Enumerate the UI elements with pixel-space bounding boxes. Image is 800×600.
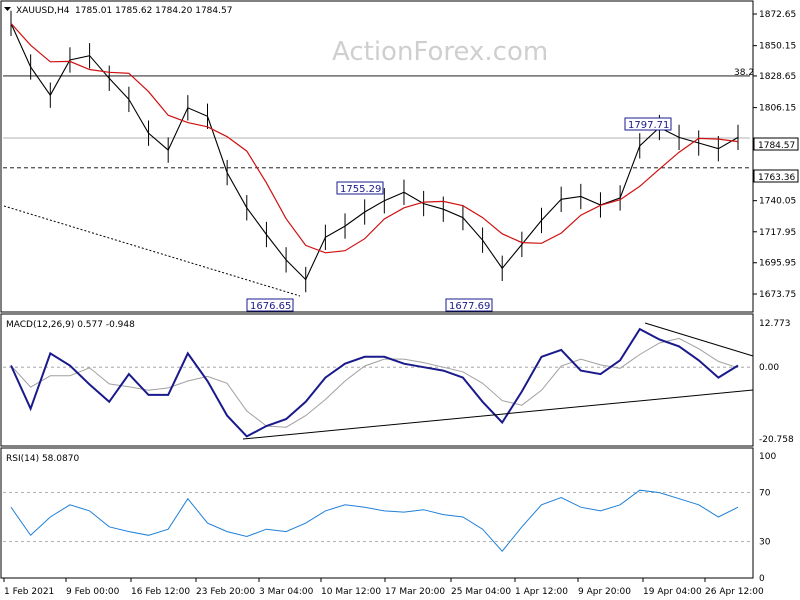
moving-average-line	[10, 22, 739, 254]
time-tick-label: 17 Mar 20:00	[385, 587, 445, 597]
rsi-tick-label: 0	[759, 574, 765, 584]
price-tick-label: 1828.65	[759, 72, 796, 82]
fib-38-2-label: 38.2	[734, 68, 754, 78]
macd-panel	[0, 313, 754, 447]
price-tick-label: 1695.95	[759, 259, 796, 269]
macd-falling-trendline	[644, 322, 754, 357]
rsi-panel-header: RSI(14) 58.0870	[6, 454, 79, 464]
callout-1797-71: 1797.71	[624, 117, 672, 131]
time-tick-label: 1 Feb 2021	[4, 587, 54, 597]
main-panel-header-ohlc: 1785.01 1785.62 1784.20 1784.57	[75, 6, 232, 16]
macd-rising-trendline	[242, 389, 754, 440]
time-tick-label: 3 Mar 04:00	[259, 587, 314, 597]
descending-trendline	[3, 205, 301, 297]
time-tick-label: 10 Mar 12:00	[321, 587, 381, 597]
price-tick-label: 1740.05	[759, 197, 796, 207]
price-tick-label: 1850.15	[759, 42, 796, 52]
svg-text:1755.29: 1755.29	[340, 184, 381, 195]
price-tick-label: 1872.65	[759, 10, 796, 20]
time-tick-label: 9 Feb 00:00	[66, 587, 120, 597]
time-tick-label: 16 Feb 12:00	[131, 587, 190, 597]
callout-1755-29: 1755.29	[336, 181, 384, 195]
svg-text:1676.65: 1676.65	[250, 301, 291, 312]
rsi-tick-label: 70	[759, 489, 771, 499]
rsi-tick-label: 30	[759, 537, 771, 547]
time-tick-label: 1 Apr 12:00	[515, 587, 568, 597]
svg-text:1763.36: 1763.36	[758, 173, 795, 183]
time-tick-label: 23 Feb 20:00	[196, 587, 255, 597]
rsi-line	[10, 489, 739, 552]
rsi-tick-label: 100	[759, 452, 776, 462]
svg-text:1797.71: 1797.71	[628, 120, 669, 131]
time-tick-label: 19 Apr 04:00	[643, 587, 702, 597]
macd-tick-label: -20.758	[759, 435, 794, 445]
callout-1677-69: 1677.69	[445, 298, 493, 312]
price-tick-label: 1806.15	[759, 104, 796, 114]
current-price-tag: 1784.57	[753, 137, 799, 151]
macd-tick-label: 12.773	[759, 319, 791, 329]
macd-panel-header: MACD(12,26,9) 0.577 -0.948	[6, 320, 135, 330]
price-tick-label: 1717.95	[759, 228, 796, 238]
macd-tick-label: 0.00	[759, 363, 779, 373]
price-series-line	[10, 23, 739, 281]
macd-line	[10, 327, 739, 438]
main-panel-header-symbol: XAUUSD,H4	[16, 6, 70, 16]
time-tick-label: 9 Apr 20:00	[578, 587, 631, 597]
svg-text:1784.57: 1784.57	[758, 141, 795, 151]
rsi-panel	[0, 447, 754, 579]
time-tick-label: 26 Apr 12:00	[705, 587, 764, 597]
price-tick-label: 1673.75	[759, 290, 796, 300]
dropdown-triangle-icon[interactable]	[4, 7, 11, 11]
main-panel	[0, 0, 754, 313]
watermark: ActionForex.com	[332, 37, 548, 67]
macd-signal-line	[10, 337, 739, 428]
time-tick-label: 25 Mar 04:00	[451, 587, 511, 597]
svg-text:1677.69: 1677.69	[449, 301, 490, 312]
support-level-tag: 1763.36	[753, 169, 799, 183]
callout-1676-65: 1676.65	[246, 298, 294, 312]
